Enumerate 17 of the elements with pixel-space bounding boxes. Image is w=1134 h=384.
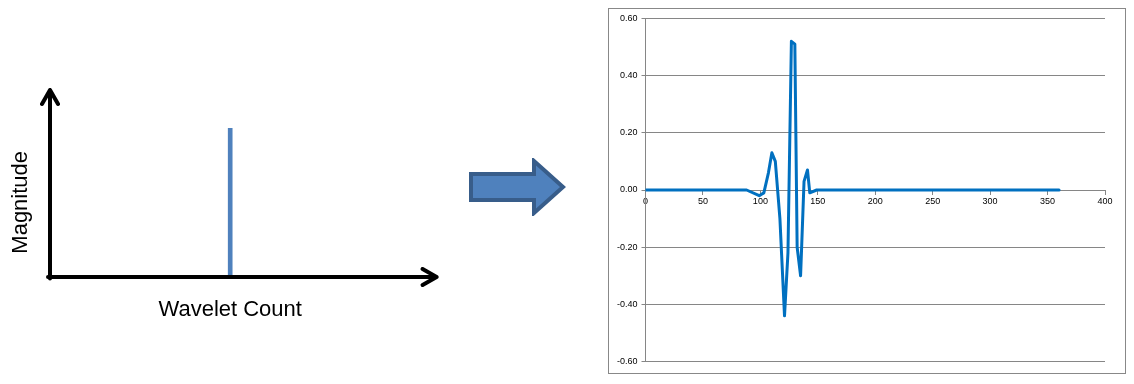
- y-tick-label: 0.60: [619, 12, 638, 23]
- x-tick-label: 100: [752, 195, 768, 206]
- y-tick-label: -0.60: [617, 356, 638, 367]
- y-tick-label: 0.40: [619, 70, 638, 81]
- x-tick-label: 350: [1040, 195, 1056, 206]
- y-tick-label: 0.20: [619, 127, 638, 138]
- x-tick-label: 300: [982, 195, 998, 206]
- y-axis-title: Magnitude: [7, 150, 33, 254]
- x-tick-label: 250: [925, 195, 941, 206]
- x-tick-label: 50: [697, 195, 708, 206]
- y-tick-label: -0.20: [617, 241, 638, 252]
- x-tick-label: 400: [1097, 195, 1113, 206]
- x-tick-label: 150: [810, 195, 826, 206]
- x-tick-label: 200: [867, 195, 883, 206]
- y-tick-label: 0.00: [619, 184, 638, 195]
- x-axis-title: Wavelet Count: [158, 295, 302, 321]
- y-tick-label: -0.40: [617, 298, 638, 309]
